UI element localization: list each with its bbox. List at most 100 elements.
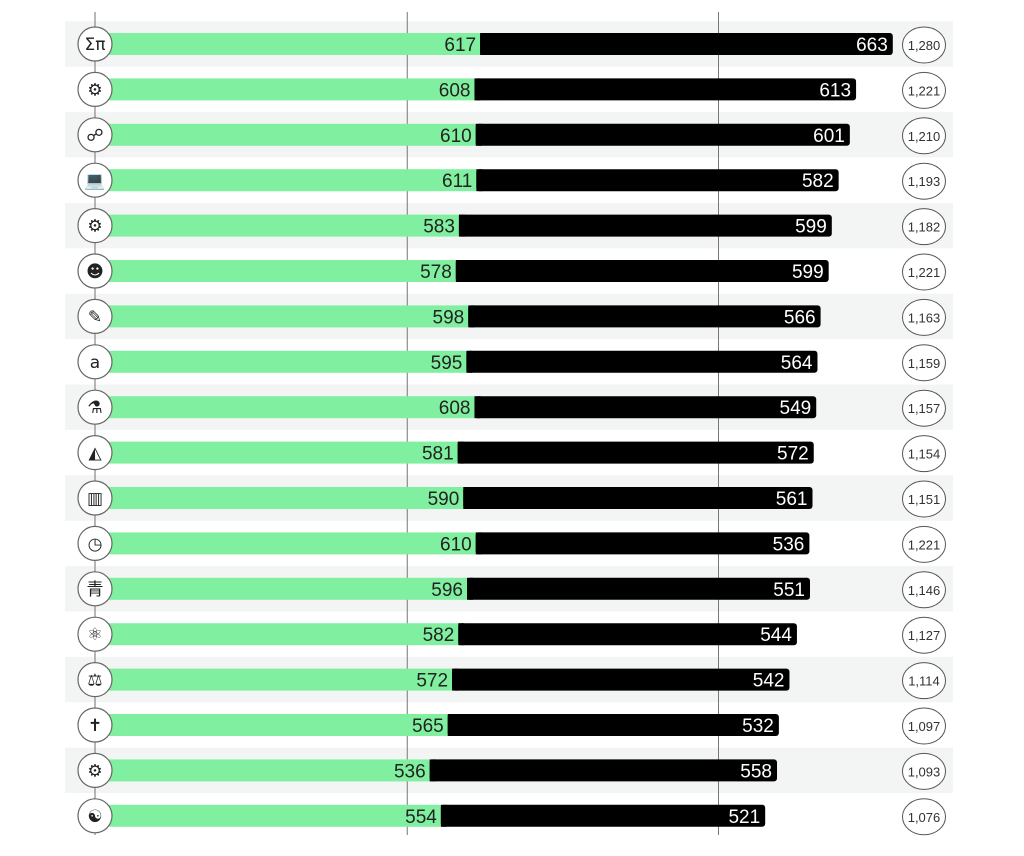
- data-label-series2: 561: [776, 489, 808, 510]
- bar-series2-join: [463, 487, 470, 509]
- bar-series1: [96, 78, 475, 101]
- total-label: 1,127: [908, 628, 941, 643]
- total-label: 1,151: [908, 492, 941, 507]
- scales-icon-glyph: ⚖: [87, 671, 102, 691]
- science-gears-icon: [77, 752, 113, 789]
- bar-series1: [96, 759, 430, 782]
- bar-series1: [96, 260, 456, 282]
- total-badge: [902, 435, 946, 473]
- bar-series2: [447, 714, 779, 736]
- total-label: 1,280: [908, 38, 941, 53]
- head-lightbulb-icon: [77, 253, 113, 289]
- data-label-series2: 599: [795, 217, 827, 238]
- bar-series2: [458, 623, 797, 646]
- gears-icon: [77, 71, 113, 108]
- bar-series2: [476, 169, 839, 192]
- bar-series1: [96, 804, 441, 827]
- atom-icon-glyph: ⚛: [87, 625, 102, 645]
- data-label-series1: 536: [394, 761, 426, 782]
- total-label: 1,157: [908, 401, 941, 416]
- bar-series2-join: [480, 33, 487, 55]
- bar-series1: [96, 487, 464, 509]
- data-label-series2: 564: [781, 353, 813, 374]
- bar-series1: [96, 532, 476, 555]
- total-badge: [902, 752, 946, 790]
- rocks-icon-glyph: ◭: [88, 444, 102, 464]
- data-label-series1: 598: [433, 307, 465, 328]
- bar-series2-join: [440, 804, 447, 827]
- total-badge: [902, 253, 946, 291]
- bar-series1: [96, 169, 477, 192]
- science-gears-icon-glyph: ⚙: [87, 761, 102, 781]
- bar-series2: [455, 260, 829, 282]
- data-label-series1: 608: [439, 398, 471, 419]
- total-label: 1,221: [908, 265, 941, 280]
- total-badge: [902, 571, 946, 609]
- data-label-series1: 617: [444, 35, 476, 56]
- data-label-series1: 596: [431, 580, 463, 601]
- bar-series2: [467, 577, 811, 600]
- cross-icon-glyph: ✝: [88, 716, 102, 736]
- bar-series2-join: [468, 305, 475, 328]
- alphabet-books-icon-glyph: a: [90, 353, 100, 373]
- data-label-series1: 565: [412, 716, 444, 737]
- bar-series1: [96, 396, 475, 419]
- foreign-language-books-icon: [77, 571, 113, 607]
- total-label: 1,097: [908, 719, 941, 734]
- bar-series1: [96, 214, 459, 237]
- gear-wrench-icon-glyph: ⚙: [87, 217, 102, 237]
- total-badge: [902, 298, 946, 336]
- total-label: 1,193: [908, 174, 941, 189]
- total-badge: [902, 162, 946, 200]
- bar-series2: [452, 668, 790, 691]
- data-label-series2: 566: [784, 307, 816, 328]
- total-badge: [902, 616, 946, 654]
- bar-series2-join: [447, 714, 454, 736]
- bar-series2-join: [476, 169, 483, 192]
- bar-series2-join: [458, 623, 465, 646]
- bar-series2: [440, 804, 766, 827]
- head-lightbulb-icon-glyph: ☻: [86, 262, 104, 282]
- bar-series1: [96, 33, 481, 55]
- data-label-series2: 536: [773, 534, 805, 555]
- network-person-icon-glyph: ☍: [86, 126, 103, 146]
- total-label: 1,182: [908, 220, 941, 235]
- microscope-plant-icon: [77, 389, 113, 425]
- alphabet-books-icon: [77, 344, 113, 380]
- data-label-series2: 544: [760, 625, 792, 646]
- data-label-series1: 578: [420, 262, 452, 283]
- atom-icon: [77, 616, 113, 652]
- bar-series1: [96, 123, 476, 146]
- pen-books-icon: [77, 298, 113, 334]
- head-brain-icon-glyph: ☯: [87, 807, 102, 827]
- books-clock-icon: [77, 525, 113, 562]
- total-label: 1,093: [908, 764, 941, 779]
- bar-series2: [480, 33, 893, 55]
- books-clock-icon-glyph: ◷: [88, 534, 103, 554]
- total-label: 1,210: [908, 129, 941, 144]
- total-badge: [902, 208, 946, 246]
- data-label-series1: 554: [405, 807, 437, 828]
- total-badge: [902, 117, 946, 155]
- data-label-series2: 601: [813, 126, 845, 147]
- total-label: 1,163: [908, 310, 941, 325]
- data-label-series1: 595: [431, 353, 463, 374]
- bar-series1: [96, 714, 448, 736]
- bar-series2: [475, 123, 850, 146]
- math-sigma-pi-icon: [77, 26, 113, 62]
- bar-series2-join: [474, 396, 481, 419]
- scales-icon: [77, 661, 113, 698]
- bar-series2-join: [474, 78, 481, 101]
- total-label: 1,221: [908, 83, 941, 98]
- bar-series1: [96, 305, 469, 328]
- total-label: 1,076: [908, 810, 941, 825]
- data-label-series2: 663: [856, 35, 888, 56]
- data-label-series2: 521: [728, 807, 760, 828]
- data-label-series2: 613: [819, 80, 851, 101]
- total-label: 1,114: [908, 674, 940, 689]
- bookshelf-icon-glyph: ▥: [87, 489, 103, 509]
- laptop-icon-glyph: 💻: [84, 171, 105, 191]
- data-label-series2: 532: [742, 716, 774, 737]
- data-label-series2: 558: [740, 761, 772, 782]
